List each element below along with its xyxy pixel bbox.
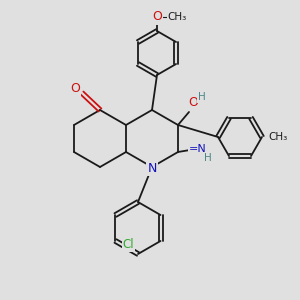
Text: CH₃: CH₃ (167, 12, 187, 22)
Text: O: O (152, 11, 162, 23)
Text: CH₃: CH₃ (268, 132, 288, 142)
Text: Cl: Cl (123, 238, 134, 251)
Text: O: O (188, 97, 198, 110)
Text: H: H (204, 153, 212, 163)
Text: =N: =N (189, 144, 207, 154)
Text: O: O (70, 82, 80, 94)
Text: H: H (198, 92, 206, 102)
Text: N: N (147, 161, 157, 175)
